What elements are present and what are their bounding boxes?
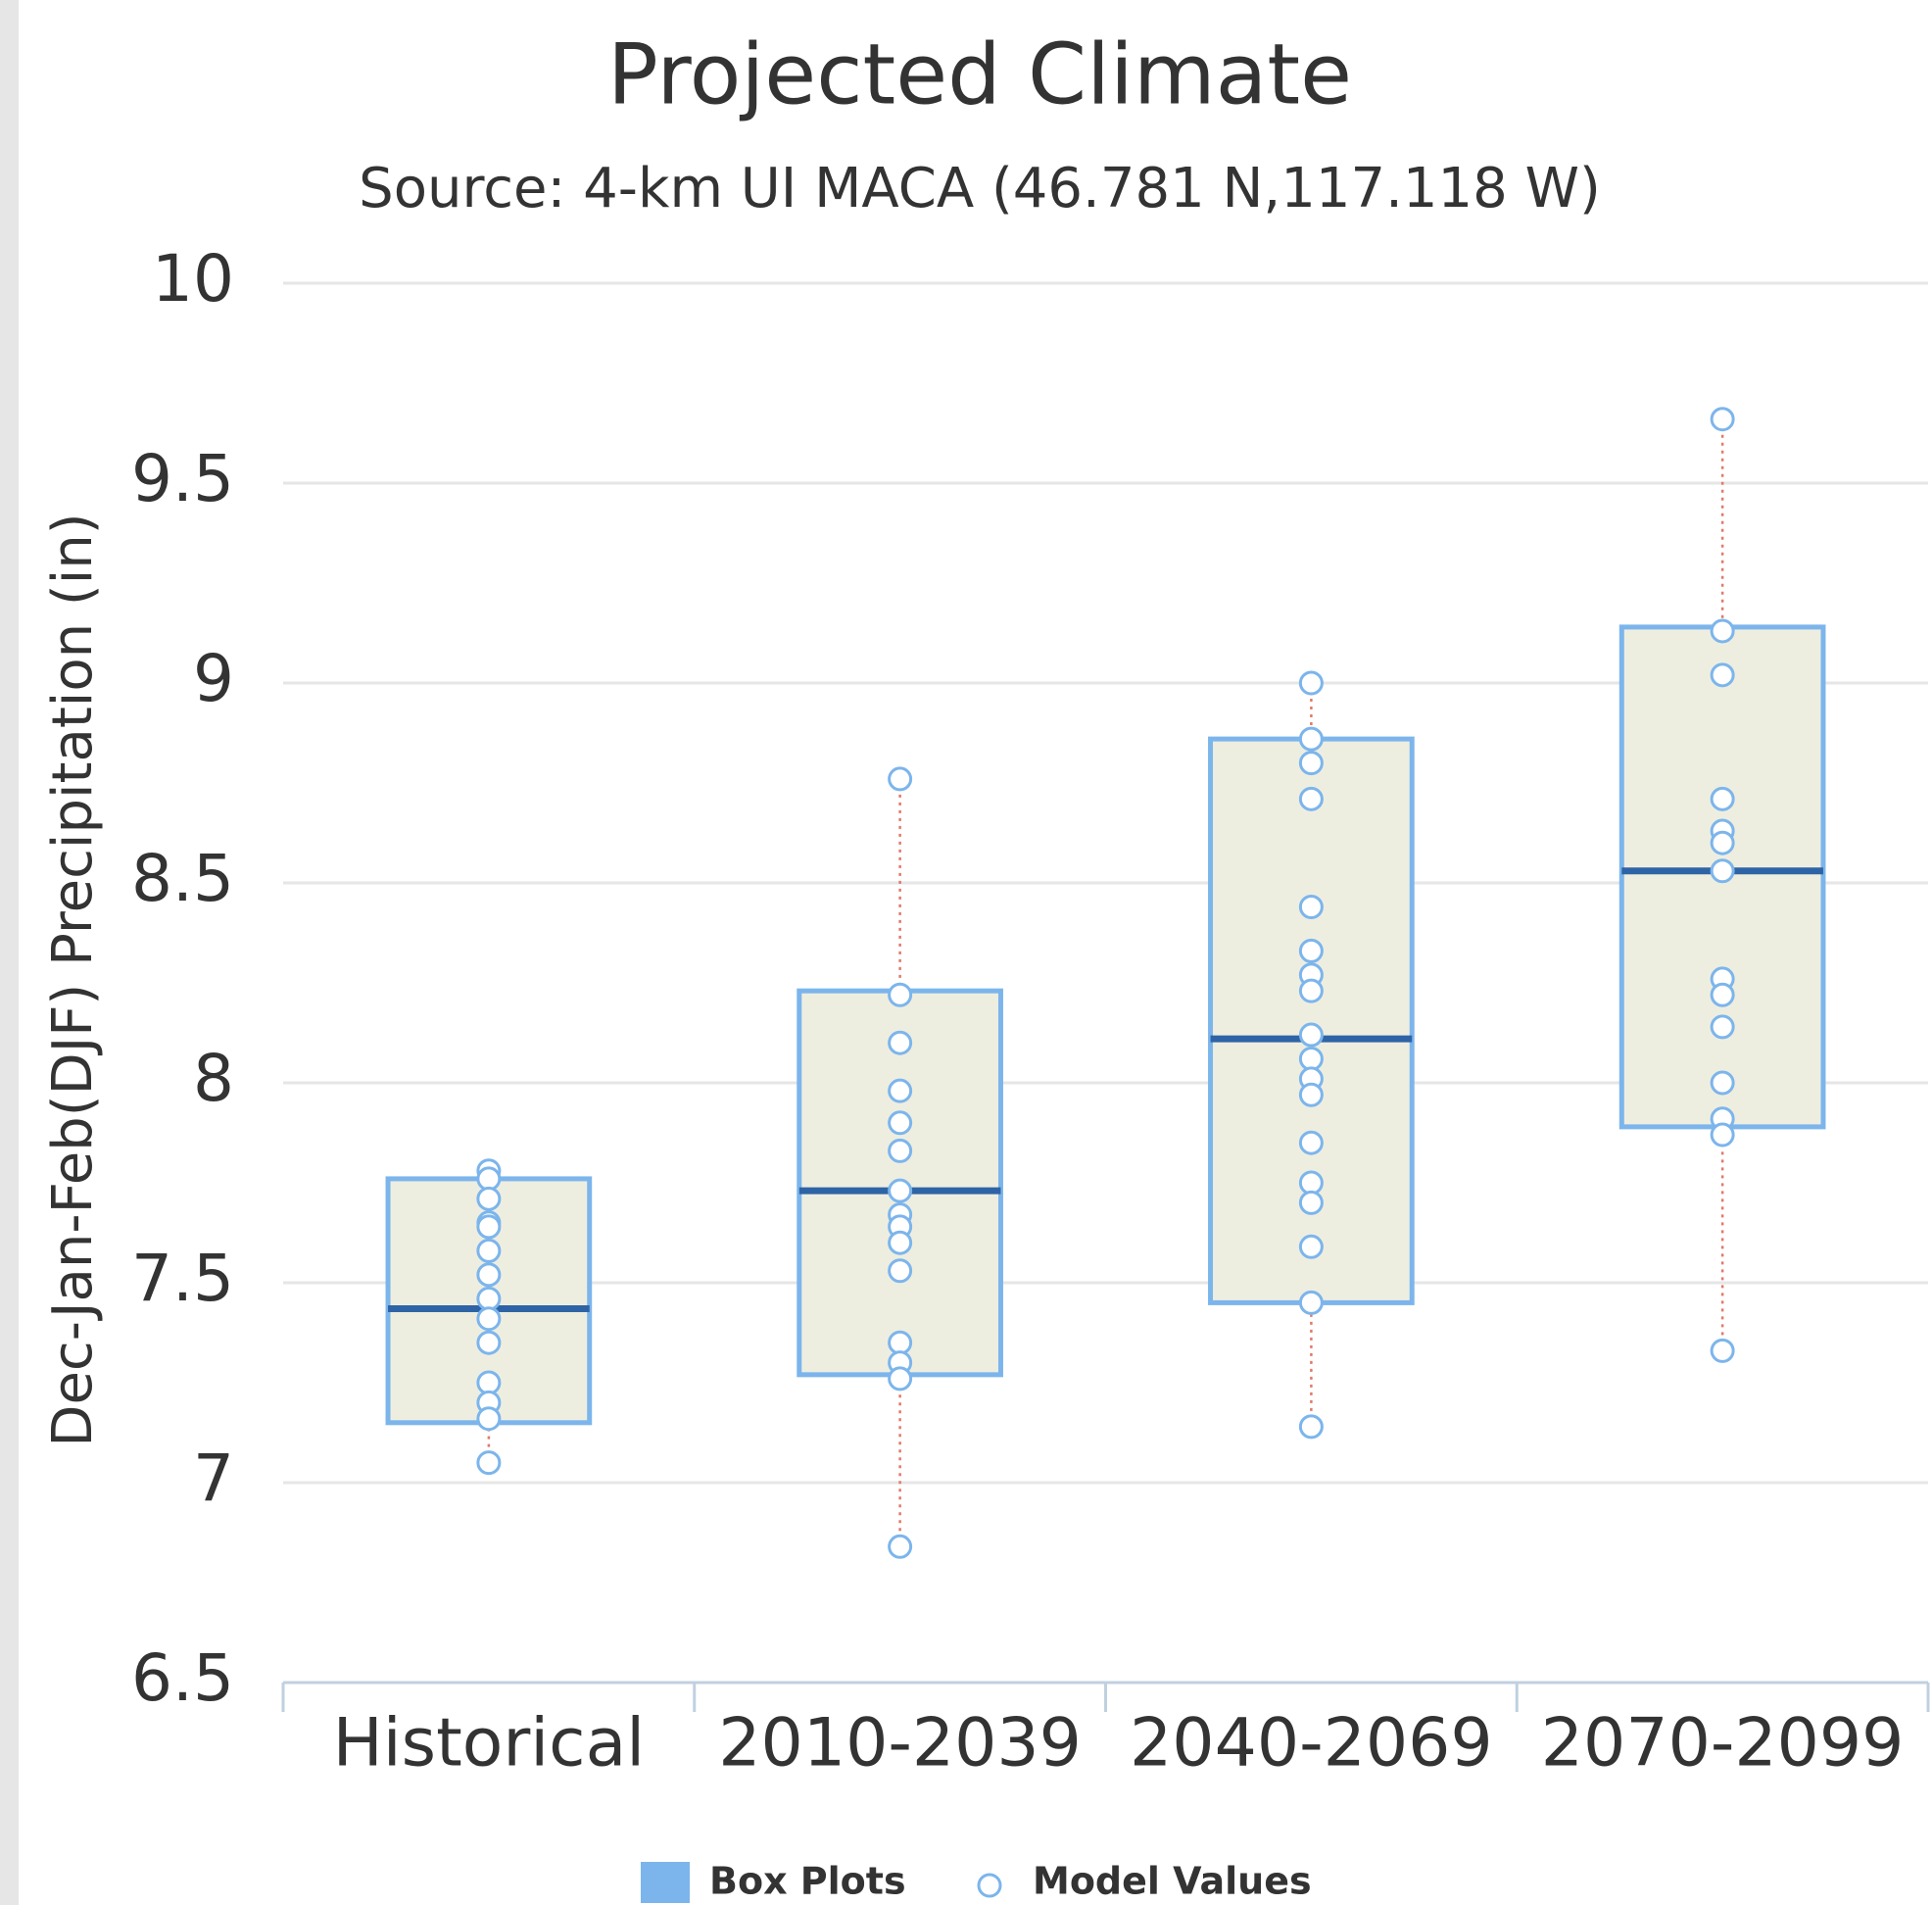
model-point (476, 1406, 502, 1432)
model-point (476, 1262, 502, 1288)
y-tick-label: 7 (193, 1441, 234, 1516)
model-point (1710, 1070, 1735, 1096)
model-point (888, 1110, 913, 1136)
model-point (888, 1138, 913, 1163)
legend-marker (977, 1873, 1002, 1898)
model-point (476, 1186, 502, 1211)
y-tick-label: 6.5 (131, 1640, 234, 1716)
model-point (476, 1306, 502, 1332)
model-point (476, 1370, 502, 1395)
model-point (476, 1166, 502, 1192)
y-tick-label: 10 (152, 241, 234, 317)
x-tick-label: 2040-2069 (1130, 1705, 1493, 1783)
model-point (1298, 894, 1324, 919)
model-point (476, 1450, 502, 1476)
model-point (1298, 1234, 1324, 1259)
model-point (1298, 1047, 1324, 1072)
legend-label: Model Values (1033, 1860, 1312, 1903)
y-tick-label: 8.5 (131, 841, 234, 916)
model-point (888, 1366, 913, 1392)
model-point (1298, 786, 1324, 811)
model-point (1298, 751, 1324, 776)
model-point (888, 1178, 913, 1203)
model-point (1710, 982, 1735, 1007)
model-point (476, 1330, 502, 1355)
model-point (476, 1214, 502, 1240)
model-point (1710, 407, 1735, 432)
model-point (1298, 670, 1324, 696)
model-point (476, 1286, 502, 1311)
model-point (1710, 662, 1735, 688)
model-point (1710, 1122, 1735, 1148)
model-point (888, 982, 913, 1007)
side-strip (0, 0, 19, 1905)
chart-title: Projected Climate (607, 25, 1352, 123)
legend-swatch (641, 1862, 690, 1903)
x-tick-label: Historical (333, 1705, 646, 1783)
y-axis-label: Dec-Jan-Feb(DJF) Precipitation (in) (41, 513, 105, 1446)
model-point (888, 1230, 913, 1255)
model-point (888, 1030, 913, 1055)
model-point (888, 1078, 913, 1103)
model-point (1710, 786, 1735, 811)
model-point (1298, 978, 1324, 1003)
chart-subtitle: Source: 4-km UI MACA (46.781 N,117.118 W… (359, 157, 1601, 220)
legend-label: Box Plots (709, 1860, 906, 1903)
y-tick-label: 8 (193, 1041, 234, 1116)
model-point (1710, 830, 1735, 855)
x-tick-label: 2010-2039 (718, 1705, 1082, 1783)
model-point (1710, 858, 1735, 884)
y-tick-label: 9 (193, 641, 234, 716)
box (1208, 736, 1415, 1305)
model-point (888, 766, 913, 792)
model-point (1710, 1338, 1735, 1363)
model-point (1298, 1130, 1324, 1155)
y-tick-label: 7.5 (131, 1241, 234, 1316)
model-point (1298, 1190, 1324, 1215)
model-point (1298, 1290, 1324, 1315)
model-point (1298, 1414, 1324, 1440)
model-point (1710, 618, 1735, 644)
model-point (476, 1238, 502, 1263)
model-point (888, 1258, 913, 1284)
model-point (1298, 938, 1324, 963)
model-point (1298, 726, 1324, 752)
model-point (888, 1534, 913, 1559)
model-point (1298, 1170, 1324, 1196)
x-tick-label: 2070-2099 (1541, 1705, 1905, 1783)
model-point (1298, 1022, 1324, 1048)
model-point (1710, 1014, 1735, 1040)
y-tick-label: 9.5 (131, 441, 234, 516)
model-point (888, 1330, 913, 1355)
model-point (1298, 1082, 1324, 1107)
